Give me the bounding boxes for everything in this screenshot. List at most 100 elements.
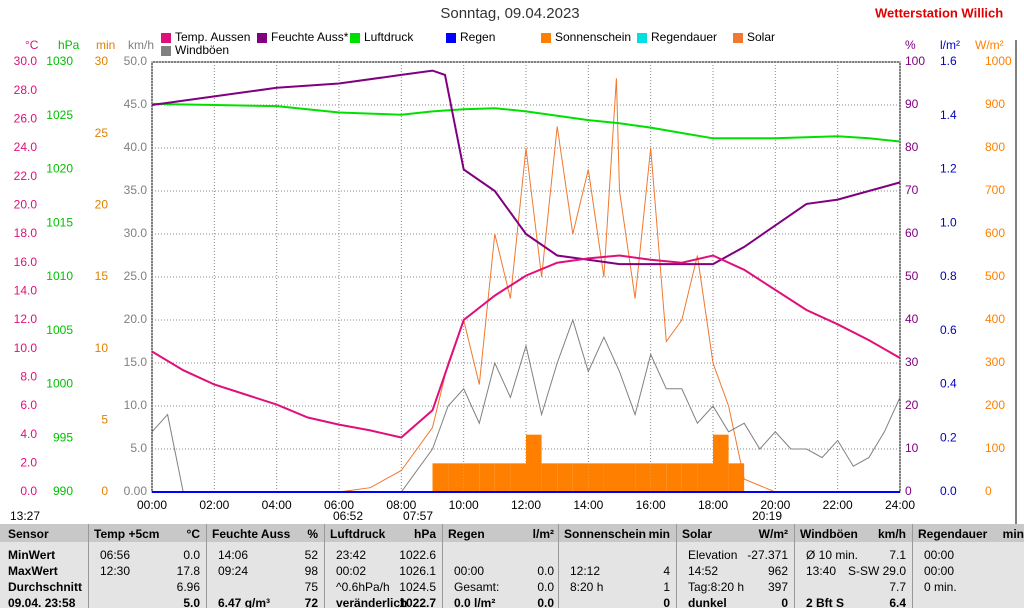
table-cell: 12:12 [570, 564, 601, 578]
sunshine-bar [510, 463, 526, 492]
x-tick-label: 06:00 [324, 498, 354, 512]
axis-unit: min [96, 38, 115, 52]
table-cell: Solar [682, 527, 713, 541]
axis-unit: hPa [58, 38, 80, 52]
y-tick-label: 500 [985, 269, 1005, 283]
table-cell: dunkel [688, 596, 727, 608]
table-cell: 1024.5 [399, 580, 436, 594]
table-cell: 23:42 [336, 548, 367, 562]
y-tick-label: 400 [985, 312, 1005, 326]
y-tick-label: 0 [985, 484, 992, 498]
table-cell: -27.371 [747, 548, 788, 562]
table-cell: 09:24 [218, 564, 249, 578]
legend-label: Windböen [175, 43, 229, 57]
table-cell: 1022.6 [399, 548, 436, 562]
x-tick-label: 16:00 [636, 498, 666, 512]
y-tick-label: 12.0 [14, 312, 38, 326]
sunshine-bar [494, 463, 511, 492]
table-cell: 962 [767, 564, 788, 578]
table-cell: MinWert [8, 548, 56, 562]
table-cell: Windböen [800, 527, 858, 541]
series-line [152, 78, 900, 493]
y-tick-label: 15 [95, 269, 109, 283]
col-sep [558, 524, 559, 608]
y-tick-label: 20.0 [14, 198, 38, 212]
y-tick-label: 1000 [46, 377, 73, 391]
sunshine-bar [666, 463, 682, 492]
table-cell: W/m² [758, 527, 788, 541]
sunshine-bar [526, 434, 542, 492]
col-sep [88, 524, 89, 608]
y-tick-label: 200 [985, 398, 1005, 412]
x-tick-label: 12:00 [511, 498, 541, 512]
legend-swatch [161, 33, 171, 43]
table-cell: % [307, 527, 318, 541]
axis-unit: % [905, 38, 916, 52]
y-tick-label: 6.0 [20, 398, 37, 412]
y-tick-label: 1025 [46, 108, 73, 122]
y-tick-label: 25 [95, 126, 109, 140]
table-cell: 98 [304, 564, 318, 578]
table-cell: 6.96 [176, 580, 200, 594]
y-tick-label: 26.0 [14, 112, 38, 126]
x-tick-label: 00:00 [137, 498, 167, 512]
y-tick-label: 20 [905, 398, 919, 412]
col-sep [912, 524, 913, 608]
sunshine-bar [572, 463, 589, 492]
y-tick-label: 40.0 [124, 140, 148, 154]
legend-label: Feuchte Auss* [271, 30, 349, 44]
table-cell: 0 min. [924, 580, 957, 594]
stats-table: Sensor Temp +5cm °C Feuchte Auss% Luftdruck h… [0, 524, 1024, 608]
legend-label: Regen [460, 30, 495, 44]
table-cell: 52 [304, 548, 318, 562]
y-tick-label: 90 [905, 97, 919, 111]
y-tick-label: 30 [95, 54, 109, 68]
table-cell: 17.8 [176, 564, 200, 578]
sunshine-bar [603, 463, 620, 492]
table-header-bg [0, 524, 1024, 542]
chart: Sonntag, 09.04.2023 Wetterstation Willic… [10, 5, 1017, 524]
table-cell: Sensor [8, 527, 49, 541]
sunshine-bar [728, 463, 745, 492]
axis-unit: °C [25, 38, 39, 52]
x-tick-label: 14:00 [573, 498, 603, 512]
y-tick-label: 35.0 [124, 183, 148, 197]
y-tick-label: 1010 [46, 269, 73, 283]
table-cell: 00:00 [924, 548, 955, 562]
legend-swatch [541, 33, 551, 43]
y-tick-label: 900 [985, 97, 1005, 111]
table-cell: Ø 10 min. [806, 548, 859, 562]
y-tick-label: 10 [905, 441, 919, 455]
sunshine-bar [463, 463, 480, 492]
y-tick-label: 1015 [46, 215, 73, 229]
y-tick-label: 50.0 [124, 54, 148, 68]
y-tick-label: 0.0 [940, 484, 957, 498]
sunshine-bar [619, 463, 636, 492]
y-tick-label: 15.0 [124, 355, 148, 369]
y-tick-label: 5 [101, 413, 108, 427]
sunshine-bar [635, 463, 651, 492]
y-tick-label: 4.0 [20, 427, 37, 441]
y-tick-label: 0.8 [940, 269, 957, 283]
series-line [151, 102, 901, 143]
legend-label: Solar [747, 30, 775, 44]
y-tick-label: 600 [985, 226, 1005, 240]
chart-title: Sonntag, 09.04.2023 [440, 5, 579, 22]
y-tick-label: 700 [985, 183, 1005, 197]
table-cell: 4 [663, 564, 670, 578]
table-cell: Gesamt: [454, 580, 500, 594]
y-tick-label: 0 [905, 484, 912, 498]
table-cell: Luftdruck [330, 527, 386, 541]
x-tick-label: 04:00 [262, 498, 292, 512]
y-tick-label: 0.0 [20, 484, 37, 498]
time-marker: 07:57 [403, 509, 433, 523]
col-sep [206, 524, 207, 608]
table-cell: 09.04. 23:58 [8, 596, 76, 608]
sunshine-bar [557, 463, 573, 492]
plot-frame [151, 61, 901, 493]
table-cell: 0.0 l/m² [454, 596, 496, 608]
table-cell: veränderlich [336, 596, 408, 608]
y-tick-label: 0.4 [940, 377, 957, 391]
table-cell: ^0.6hPa/h [336, 580, 390, 594]
